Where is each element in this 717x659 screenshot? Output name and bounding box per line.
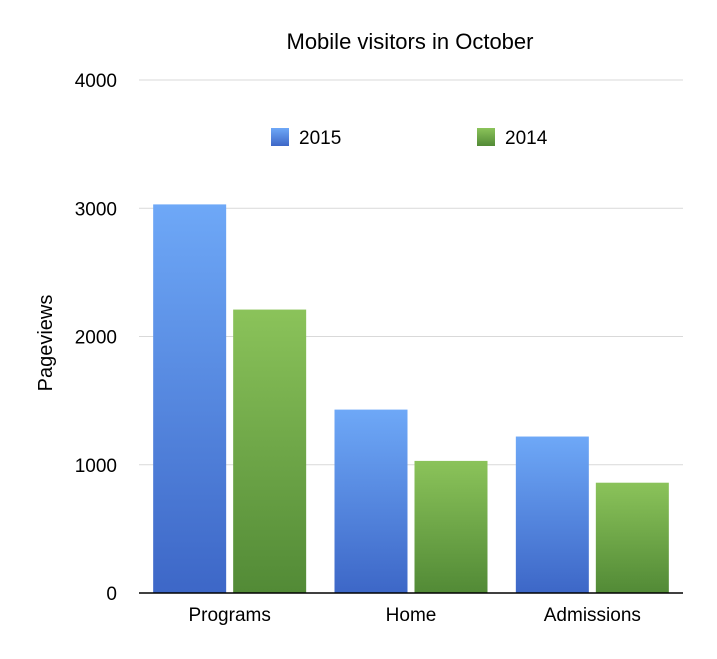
y-axis-title: Pageviews <box>35 295 57 392</box>
bars <box>153 204 669 593</box>
bar-2014-programs[interactable] <box>233 309 307 593</box>
bar-2015-admissions[interactable] <box>515 436 589 593</box>
y-tick-label: 1000 <box>75 456 117 477</box>
legend-swatch-2014[interactable] <box>477 128 495 146</box>
legend-swatch-2015[interactable] <box>271 128 289 146</box>
x-tick-label: Programs <box>188 605 270 626</box>
bar-2014-home[interactable] <box>414 460 488 593</box>
legend: 2015 2014 <box>271 128 548 149</box>
y-tick-label: 0 <box>106 584 117 605</box>
y-tick-label: 3000 <box>75 199 117 220</box>
axes: 0 1000 2000 3000 4000 Programs Home Admissions <box>75 71 683 626</box>
x-tick-label: Home <box>386 605 437 626</box>
x-tick-label: Admissions <box>544 605 641 626</box>
bar-2015-programs[interactable] <box>153 204 227 593</box>
y-tick-label: 4000 <box>75 71 117 92</box>
legend-label-2015[interactable]: 2015 <box>299 128 341 149</box>
bar-2015-home[interactable] <box>334 409 408 593</box>
gridlines <box>139 79 683 466</box>
y-tick-label: 2000 <box>75 328 117 349</box>
bar-2014-admissions[interactable] <box>595 482 669 593</box>
chart-title: Mobile visitors in October <box>287 29 534 54</box>
legend-label-2014[interactable]: 2014 <box>505 128 548 149</box>
